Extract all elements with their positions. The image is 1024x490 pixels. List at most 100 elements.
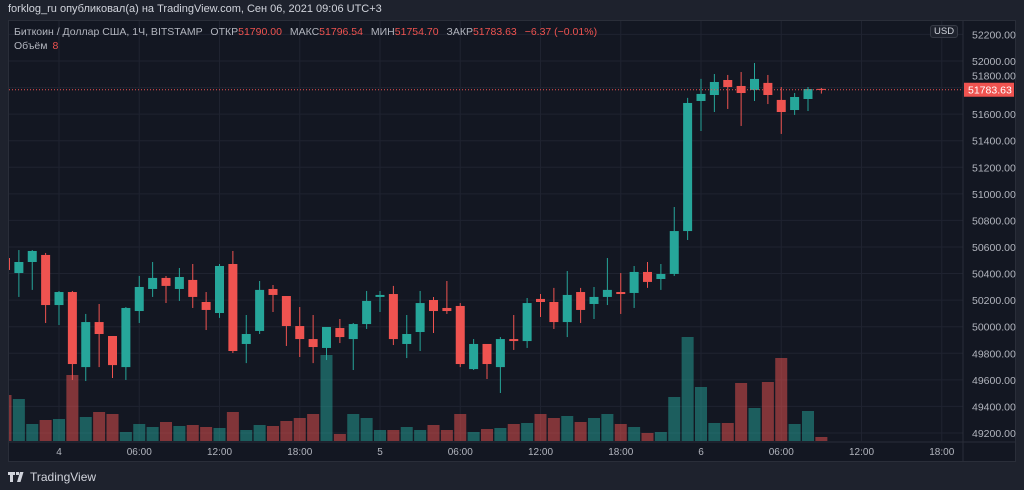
volume-bar <box>160 422 172 441</box>
candle-body <box>723 79 733 88</box>
volume-bar <box>414 430 427 441</box>
volume-bar <box>347 414 360 441</box>
volume-bar <box>788 424 801 441</box>
x-tick-label: 06:00 <box>127 447 152 458</box>
candle-body <box>616 292 626 295</box>
volume-bar <box>654 432 667 441</box>
candle-body <box>522 303 532 342</box>
volume-bar <box>547 418 560 441</box>
volume-bar <box>12 399 25 441</box>
y-tick-label: 52000.00 <box>972 56 1016 68</box>
volume-bar <box>761 382 774 441</box>
volume-bar <box>200 427 213 441</box>
candle-body <box>134 286 144 312</box>
x-tick-label: 12:00 <box>528 447 553 458</box>
volume-bar <box>588 418 600 441</box>
candle-body <box>201 301 211 310</box>
candle-body <box>67 292 77 365</box>
volume-bar <box>601 414 614 441</box>
x-tick-label: 12:00 <box>207 447 232 458</box>
candle-body <box>228 263 238 352</box>
x-tick-label: 06:00 <box>448 447 473 458</box>
candle-body <box>669 231 679 274</box>
volume-bar <box>534 414 547 441</box>
volume-bar <box>427 425 440 441</box>
low-value: 51754.70 <box>394 26 439 38</box>
volume-bar <box>39 420 52 441</box>
candle-body <box>388 294 398 340</box>
last-price-label: 51783.63 <box>968 85 1012 97</box>
volume-bar <box>133 424 146 441</box>
candle-body <box>549 301 559 323</box>
candle-body <box>255 289 265 331</box>
volume-bar <box>267 426 279 441</box>
volume-bar <box>26 424 39 441</box>
candle-body <box>41 254 51 306</box>
y-tick-label: 50600.00 <box>972 242 1016 254</box>
candle-body <box>709 81 719 96</box>
candle-body <box>14 262 24 274</box>
y-tick-label: 52200.00 <box>972 29 1016 41</box>
x-tick-label: 6 <box>698 447 704 458</box>
volume-bar <box>440 430 453 441</box>
volume-bar <box>561 416 574 441</box>
candle-body <box>643 271 652 282</box>
close-value: 51783.63 <box>472 26 517 38</box>
volume-bar <box>802 411 814 441</box>
candle-body <box>455 305 465 365</box>
volume-bar <box>507 424 520 441</box>
candle-body <box>375 294 385 297</box>
volume-bar <box>93 412 106 441</box>
y-tick-label: 51000.00 <box>972 189 1016 201</box>
candle-body <box>161 277 171 286</box>
candle-body <box>121 307 131 368</box>
volume-bar <box>775 358 788 441</box>
volume-bar <box>280 421 293 441</box>
y-tick-label: 51400.00 <box>972 136 1016 148</box>
volume-bar <box>79 417 92 441</box>
volume-bar <box>240 430 253 441</box>
y-tick-label: 50400.00 <box>972 269 1016 281</box>
candle-body <box>509 339 519 342</box>
volume-bar <box>481 429 493 441</box>
volume-bar <box>521 423 534 441</box>
candle-body <box>362 300 372 325</box>
volume-bar <box>387 430 400 441</box>
x-tick-label: 18:00 <box>608 447 633 458</box>
candle-body <box>348 324 358 340</box>
volume-bar <box>628 427 641 441</box>
volume-bar <box>307 414 320 441</box>
tradingview-logo[interactable]: TradingView <box>8 470 96 484</box>
y-tick-label: 51200.00 <box>972 162 1016 174</box>
candle-body <box>536 298 545 302</box>
x-tick-label: 18:00 <box>287 447 312 458</box>
candle-body <box>602 289 612 297</box>
volume-bar <box>815 437 828 441</box>
candle-body <box>308 339 318 348</box>
volume-value: 8 <box>52 40 59 52</box>
brand-name: TradingView <box>30 470 97 484</box>
candle-body <box>215 265 224 314</box>
candle-body <box>482 343 492 365</box>
candle-body <box>148 277 158 289</box>
y-tick-label: 51600.00 <box>972 109 1016 121</box>
candle-body <box>696 93 706 101</box>
x-tick-label: 5 <box>377 447 383 458</box>
candle-body <box>750 78 759 90</box>
volume-bar <box>695 387 707 441</box>
y-tick-label: 49200.00 <box>972 428 1016 440</box>
candle-body <box>81 322 91 368</box>
candle-body <box>174 277 184 289</box>
volume-label: Объём <box>14 40 48 52</box>
volume-bar <box>333 434 346 441</box>
candle-body <box>188 279 198 297</box>
candle-body <box>54 292 64 306</box>
currency-badge[interactable]: USD <box>930 25 959 38</box>
chart-frame[interactable] <box>8 20 1016 462</box>
volume-bar <box>641 433 654 441</box>
volume-bar <box>735 383 748 441</box>
candle-body <box>562 294 572 323</box>
candle-body <box>442 307 452 312</box>
candle-body <box>108 335 117 366</box>
